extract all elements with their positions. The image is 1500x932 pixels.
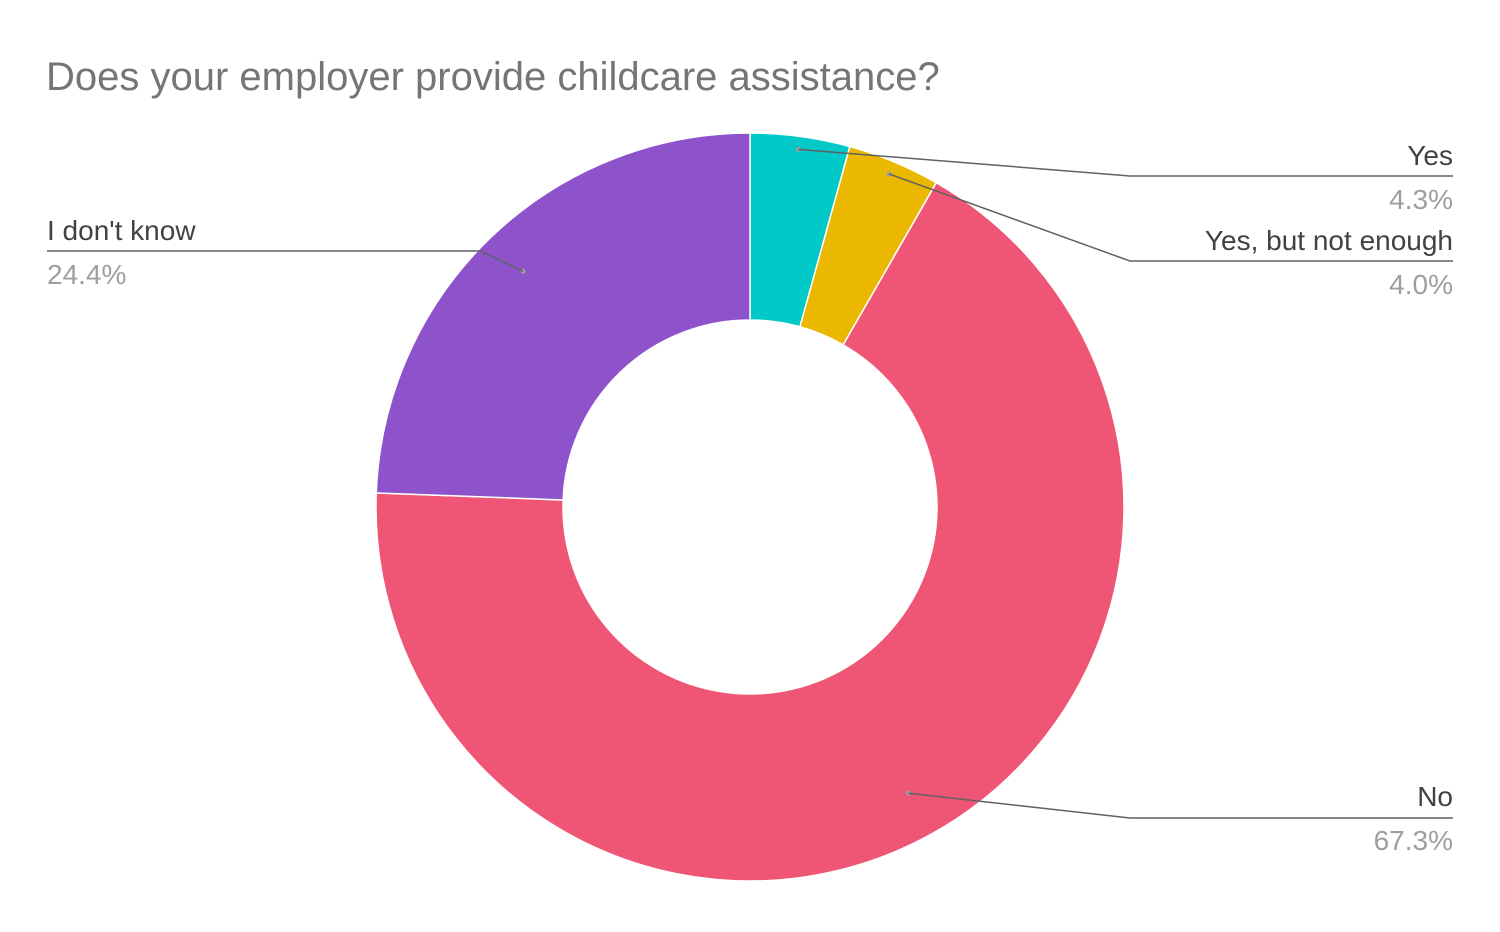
slice-no (375, 181, 1125, 882)
chart-title: Does your employer provide childcare ass… (46, 55, 940, 99)
slice-i-don-t-know (375, 132, 751, 501)
slice-percent-yes-but-not-enough: 4.0% (1389, 269, 1453, 300)
slice-percent-no: 67.3% (1374, 825, 1453, 856)
slice-label-no: No (1417, 781, 1453, 812)
leader-line-no (908, 792, 1453, 819)
labels-group: Yes 4.3% Yes, but not enough 4.0% No 67.3% I d… (47, 140, 1453, 856)
slice-percent-yes: 4.3% (1389, 184, 1453, 215)
leader-line-yes-but-not-enough (888, 173, 1453, 262)
slice-label-yes: Yes (1407, 140, 1453, 171)
slice-label-i-don-t-know: I don't know (47, 215, 196, 246)
slice-label-yes-but-not-enough: Yes, but not enough (1205, 225, 1453, 256)
leader-line-i-don-t-know (47, 250, 524, 272)
slices-group (375, 132, 1125, 882)
leader-line-yes (798, 148, 1453, 177)
slice-percent-i-don-t-know: 24.4% (47, 259, 126, 290)
